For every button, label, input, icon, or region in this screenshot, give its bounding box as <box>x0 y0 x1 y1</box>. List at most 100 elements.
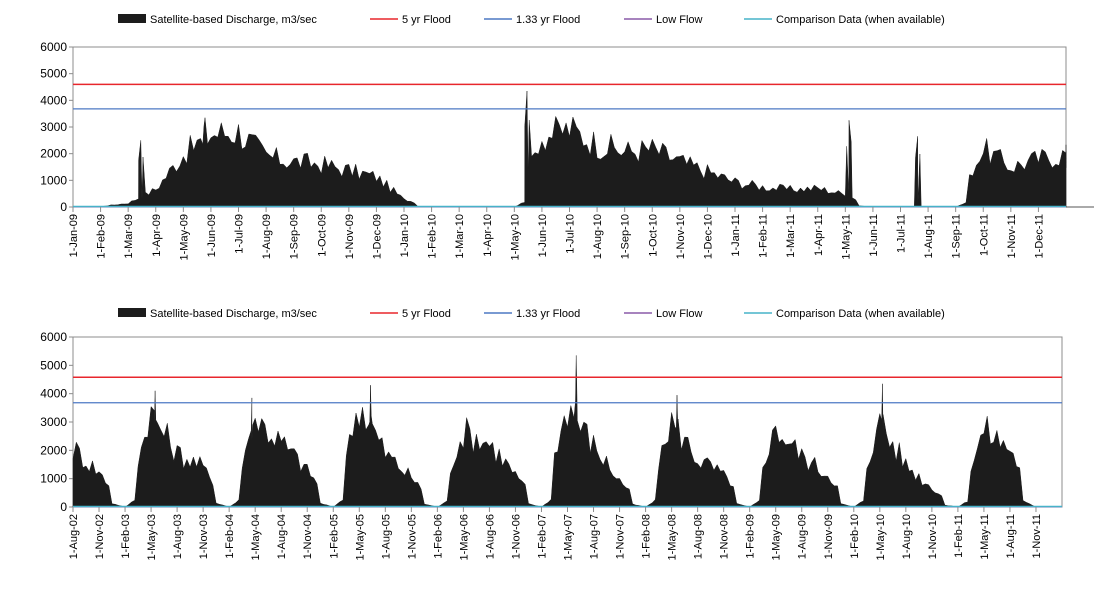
x-tick-label: 1-May-09 <box>178 214 190 260</box>
x-tick-label: 1-Nov-10 <box>675 214 687 259</box>
x-tick-label: 1-Nov-11 <box>1031 514 1043 558</box>
x-tick-label: 1-Nov-04 <box>302 514 314 559</box>
legend-label-discharge: Satellite-based Discharge, m3/sec <box>150 14 317 26</box>
x-tick-label: 1-Aug-11 <box>923 214 935 258</box>
x-tick-label: 1-Aug-07 <box>589 514 601 559</box>
legend-label-low: Low Flow <box>656 308 703 320</box>
y-tick-label: 5000 <box>40 358 67 372</box>
chart-top: Satellite-based Discharge, m3/sec 5 yr Fl… <box>40 14 1094 260</box>
y-tick-label: 0 <box>60 500 67 514</box>
x-tick-label: 1-May-05 <box>354 514 366 560</box>
legend-label-discharge: Satellite-based Discharge, m3/sec <box>150 308 317 320</box>
legend-label-low: Low Flow <box>656 14 703 26</box>
x-tick-label: 1-Jul-10 <box>565 214 577 254</box>
x-tick-label: 1-Aug-08 <box>693 514 705 559</box>
x-tick-label: 1-Aug-02 <box>68 514 80 559</box>
x-tick-label: 1-Aug-10 <box>901 514 913 559</box>
x-tick-label: 1-May-09 <box>771 514 783 560</box>
x-tick-label: 1-Oct-09 <box>316 214 328 257</box>
x-tick-label: 1-Dec-11 <box>1033 214 1045 258</box>
y-tick-label: 1000 <box>40 472 67 486</box>
x-tick-label: 1-Jan-11 <box>730 214 742 257</box>
legend-label-flood5: 5 yr Flood <box>402 14 451 26</box>
x-tick-label: 1-Nov-08 <box>719 514 731 559</box>
y-tick-label: 3000 <box>40 120 67 134</box>
x-tick-label: 1-Oct-10 <box>647 214 659 257</box>
x-tick-label: 1-Nov-07 <box>615 514 627 559</box>
x-tick-label: 1-Dec-10 <box>702 214 714 259</box>
x-tick-label: 1-Feb-09 <box>745 514 757 559</box>
x-tick-label: 1-Jun-11 <box>868 214 880 257</box>
x-tick-label: 1-Nov-06 <box>510 514 522 559</box>
legend-swatch-discharge <box>118 308 146 317</box>
x-tick-label: 1-Feb-04 <box>224 514 236 559</box>
x-tick-label: 1-Aug-05 <box>380 514 392 559</box>
x-tick-label: 1-Feb-11 <box>758 214 770 258</box>
x-tick-label: 1-Feb-10 <box>427 214 439 259</box>
x-tick-label: 1-Feb-05 <box>328 514 340 559</box>
x-tick-label: 1-Nov-02 <box>94 514 106 559</box>
discharge-area <box>72 355 1059 508</box>
x-tick-label: 1-Nov-05 <box>406 514 418 559</box>
x-tick-label: 1-May-11 <box>840 214 852 260</box>
legend-label-flood133: 1.33 yr Flood <box>516 308 580 320</box>
x-tick-label: 1-Aug-11 <box>1005 514 1017 558</box>
x-tick-label: 1-Aug-10 <box>592 214 604 259</box>
x-tick-label: 1-Aug-03 <box>172 514 184 559</box>
x-tick-label: 1-Jan-09 <box>68 214 80 257</box>
y-tick-label: 1000 <box>40 173 67 187</box>
chart-bottom: Satellite-based Discharge, m3/sec 5 yr Fl… <box>40 308 1063 560</box>
x-tick-label: 1-Mar-09 <box>123 214 135 259</box>
y-tick-label: 0 <box>60 200 67 214</box>
x-tick-label: 1-May-06 <box>458 514 470 560</box>
x-tick-label: 1-Nov-10 <box>927 514 939 559</box>
x-tick-label: 1-Dec-09 <box>371 214 383 259</box>
y-tick-label: 4000 <box>40 387 67 401</box>
y-tick-label: 3000 <box>40 415 67 429</box>
x-tick-label: 1-May-10 <box>509 214 521 260</box>
x-tick-label: 1-Apr-11 <box>813 214 825 256</box>
y-tick-label: 5000 <box>40 67 67 81</box>
y-tick-label: 2000 <box>40 147 67 161</box>
legend-label-comparison: Comparison Data (when available) <box>776 308 945 320</box>
x-tick-label: 1-May-07 <box>563 514 575 560</box>
x-tick-label: 1-Jun-10 <box>537 214 549 257</box>
x-tick-label: 1-Oct-11 <box>978 214 990 256</box>
x-tick-label: 1-May-04 <box>250 514 262 560</box>
x-tick-label: 1-Jan-10 <box>399 214 411 257</box>
x-tick-label: 1-Mar-11 <box>785 214 797 258</box>
x-tick-label: 1-Mar-10 <box>454 214 466 259</box>
x-tick-label: 1-Jul-09 <box>234 214 246 254</box>
x-tick-label: 1-Nov-09 <box>344 214 356 259</box>
x-tick-label: 1-Sep-11 <box>951 214 963 258</box>
y-tick-label: 6000 <box>40 330 67 344</box>
x-tick-label: 1-Feb-10 <box>849 514 861 559</box>
y-tick-label: 6000 <box>40 40 67 54</box>
x-tick-label: 1-Feb-07 <box>536 514 548 559</box>
x-tick-label: 1-Feb-06 <box>432 514 444 559</box>
y-tick-label: 2000 <box>40 443 67 457</box>
x-tick-label: 1-Jul-11 <box>896 214 908 253</box>
x-tick-label: 1-Apr-10 <box>482 214 494 257</box>
x-tick-label: 1-Jun-09 <box>206 214 218 257</box>
x-tick-label: 1-Nov-09 <box>823 514 835 559</box>
x-tick-label: 1-Nov-03 <box>198 514 210 559</box>
x-tick-label: 1-Aug-06 <box>484 514 496 559</box>
x-tick-label: 1-Aug-04 <box>276 514 288 559</box>
legend-label-flood5: 5 yr Flood <box>402 308 451 320</box>
x-tick-label: 1-Nov-11 <box>1006 214 1018 258</box>
legend-label-comparison: Comparison Data (when available) <box>776 14 945 26</box>
y-tick-label: 4000 <box>40 93 67 107</box>
x-tick-label: 1-Feb-11 <box>953 514 965 558</box>
x-tick-label: 1-Sep-10 <box>620 214 632 259</box>
x-tick-label: 1-May-08 <box>667 514 679 560</box>
x-tick-label: 1-May-03 <box>146 514 158 560</box>
x-tick-label: 1-Apr-09 <box>151 214 163 257</box>
x-tick-label: 1-Aug-09 <box>261 214 273 259</box>
x-tick-label: 1-Aug-09 <box>797 514 809 559</box>
x-tick-label: 1-Feb-09 <box>96 214 108 259</box>
x-tick-label: 1-May-11 <box>979 514 991 560</box>
legend-label-flood133: 1.33 yr Flood <box>516 14 580 26</box>
